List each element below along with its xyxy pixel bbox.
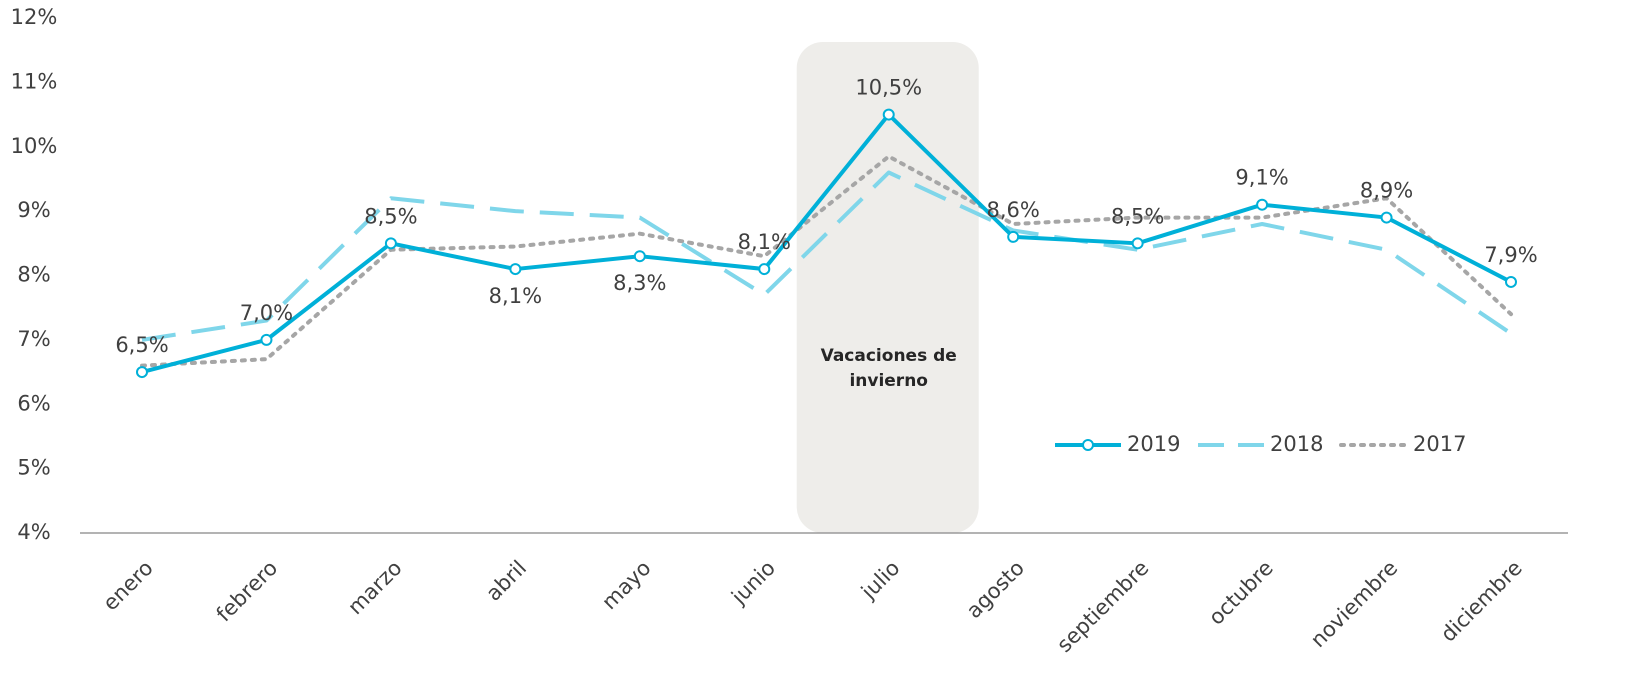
- marker: [1505, 275, 1517, 288]
- series-line: [141, 170, 1513, 342]
- marker: [509, 263, 522, 276]
- y-tick-label: 7%: [17, 327, 50, 351]
- data-label: 7,0%: [240, 301, 293, 325]
- data-label: 8,5%: [364, 204, 417, 228]
- legend-label: 2017: [1413, 432, 1466, 456]
- data-label: 8,1%: [738, 230, 791, 254]
- x-tick-label: agosto: [962, 556, 1029, 623]
- data-label: 8,9%: [1360, 179, 1413, 203]
- marker: [1131, 237, 1144, 250]
- marker: [1380, 211, 1393, 224]
- y-tick-label: 6%: [17, 391, 50, 415]
- marker: [1007, 230, 1020, 243]
- marker: [136, 366, 148, 379]
- y-tick-label: 9%: [17, 198, 50, 222]
- data-label: 7,9%: [1484, 243, 1537, 267]
- y-tick-label: 5%: [17, 456, 50, 480]
- x-tick-label: marzo: [343, 556, 407, 620]
- data-label: 6,5%: [115, 333, 168, 357]
- marker: [384, 237, 397, 250]
- x-tick-label: enero: [98, 556, 158, 616]
- series-line: [140, 154, 1513, 368]
- x-tick-label: julio: [856, 556, 905, 605]
- x-tick-label: octubre: [1204, 556, 1278, 630]
- marker: [1256, 198, 1269, 211]
- marker: [260, 333, 273, 346]
- series-line: [141, 112, 1512, 374]
- data-label: 9,1%: [1235, 166, 1288, 190]
- data-label: 8,5%: [1111, 204, 1164, 228]
- x-tick-label: diciembre: [1436, 556, 1527, 647]
- highlight-band: [796, 42, 979, 533]
- data-label: 8,6%: [987, 198, 1040, 222]
- y-tick-label: 8%: [17, 263, 50, 287]
- legend-label: 2018: [1270, 432, 1323, 456]
- data-label: 10,5%: [855, 76, 922, 100]
- data-label: 8,3%: [613, 271, 666, 295]
- x-tick-label: noviembre: [1306, 556, 1402, 652]
- y-tick-label: 10%: [11, 134, 58, 158]
- x-tick-label: febrero: [212, 556, 283, 627]
- data-label: 8,1%: [489, 284, 542, 308]
- x-tick-label: mayo: [597, 556, 655, 614]
- marker: [882, 108, 895, 121]
- x-tick-label: junio: [726, 556, 780, 610]
- x-tick-label: abril: [481, 556, 531, 606]
- legend-marker: [1082, 439, 1094, 451]
- marker: [758, 263, 771, 276]
- annotation: Vacaciones de invierno: [820, 346, 957, 391]
- y-tick-label: 12%: [11, 5, 58, 29]
- x-tick-label: septiembre: [1052, 556, 1153, 657]
- legend-label: 2019: [1127, 432, 1180, 456]
- y-tick-label: 11%: [11, 69, 58, 93]
- y-tick-label: 4%: [17, 520, 50, 544]
- marker: [633, 250, 646, 263]
